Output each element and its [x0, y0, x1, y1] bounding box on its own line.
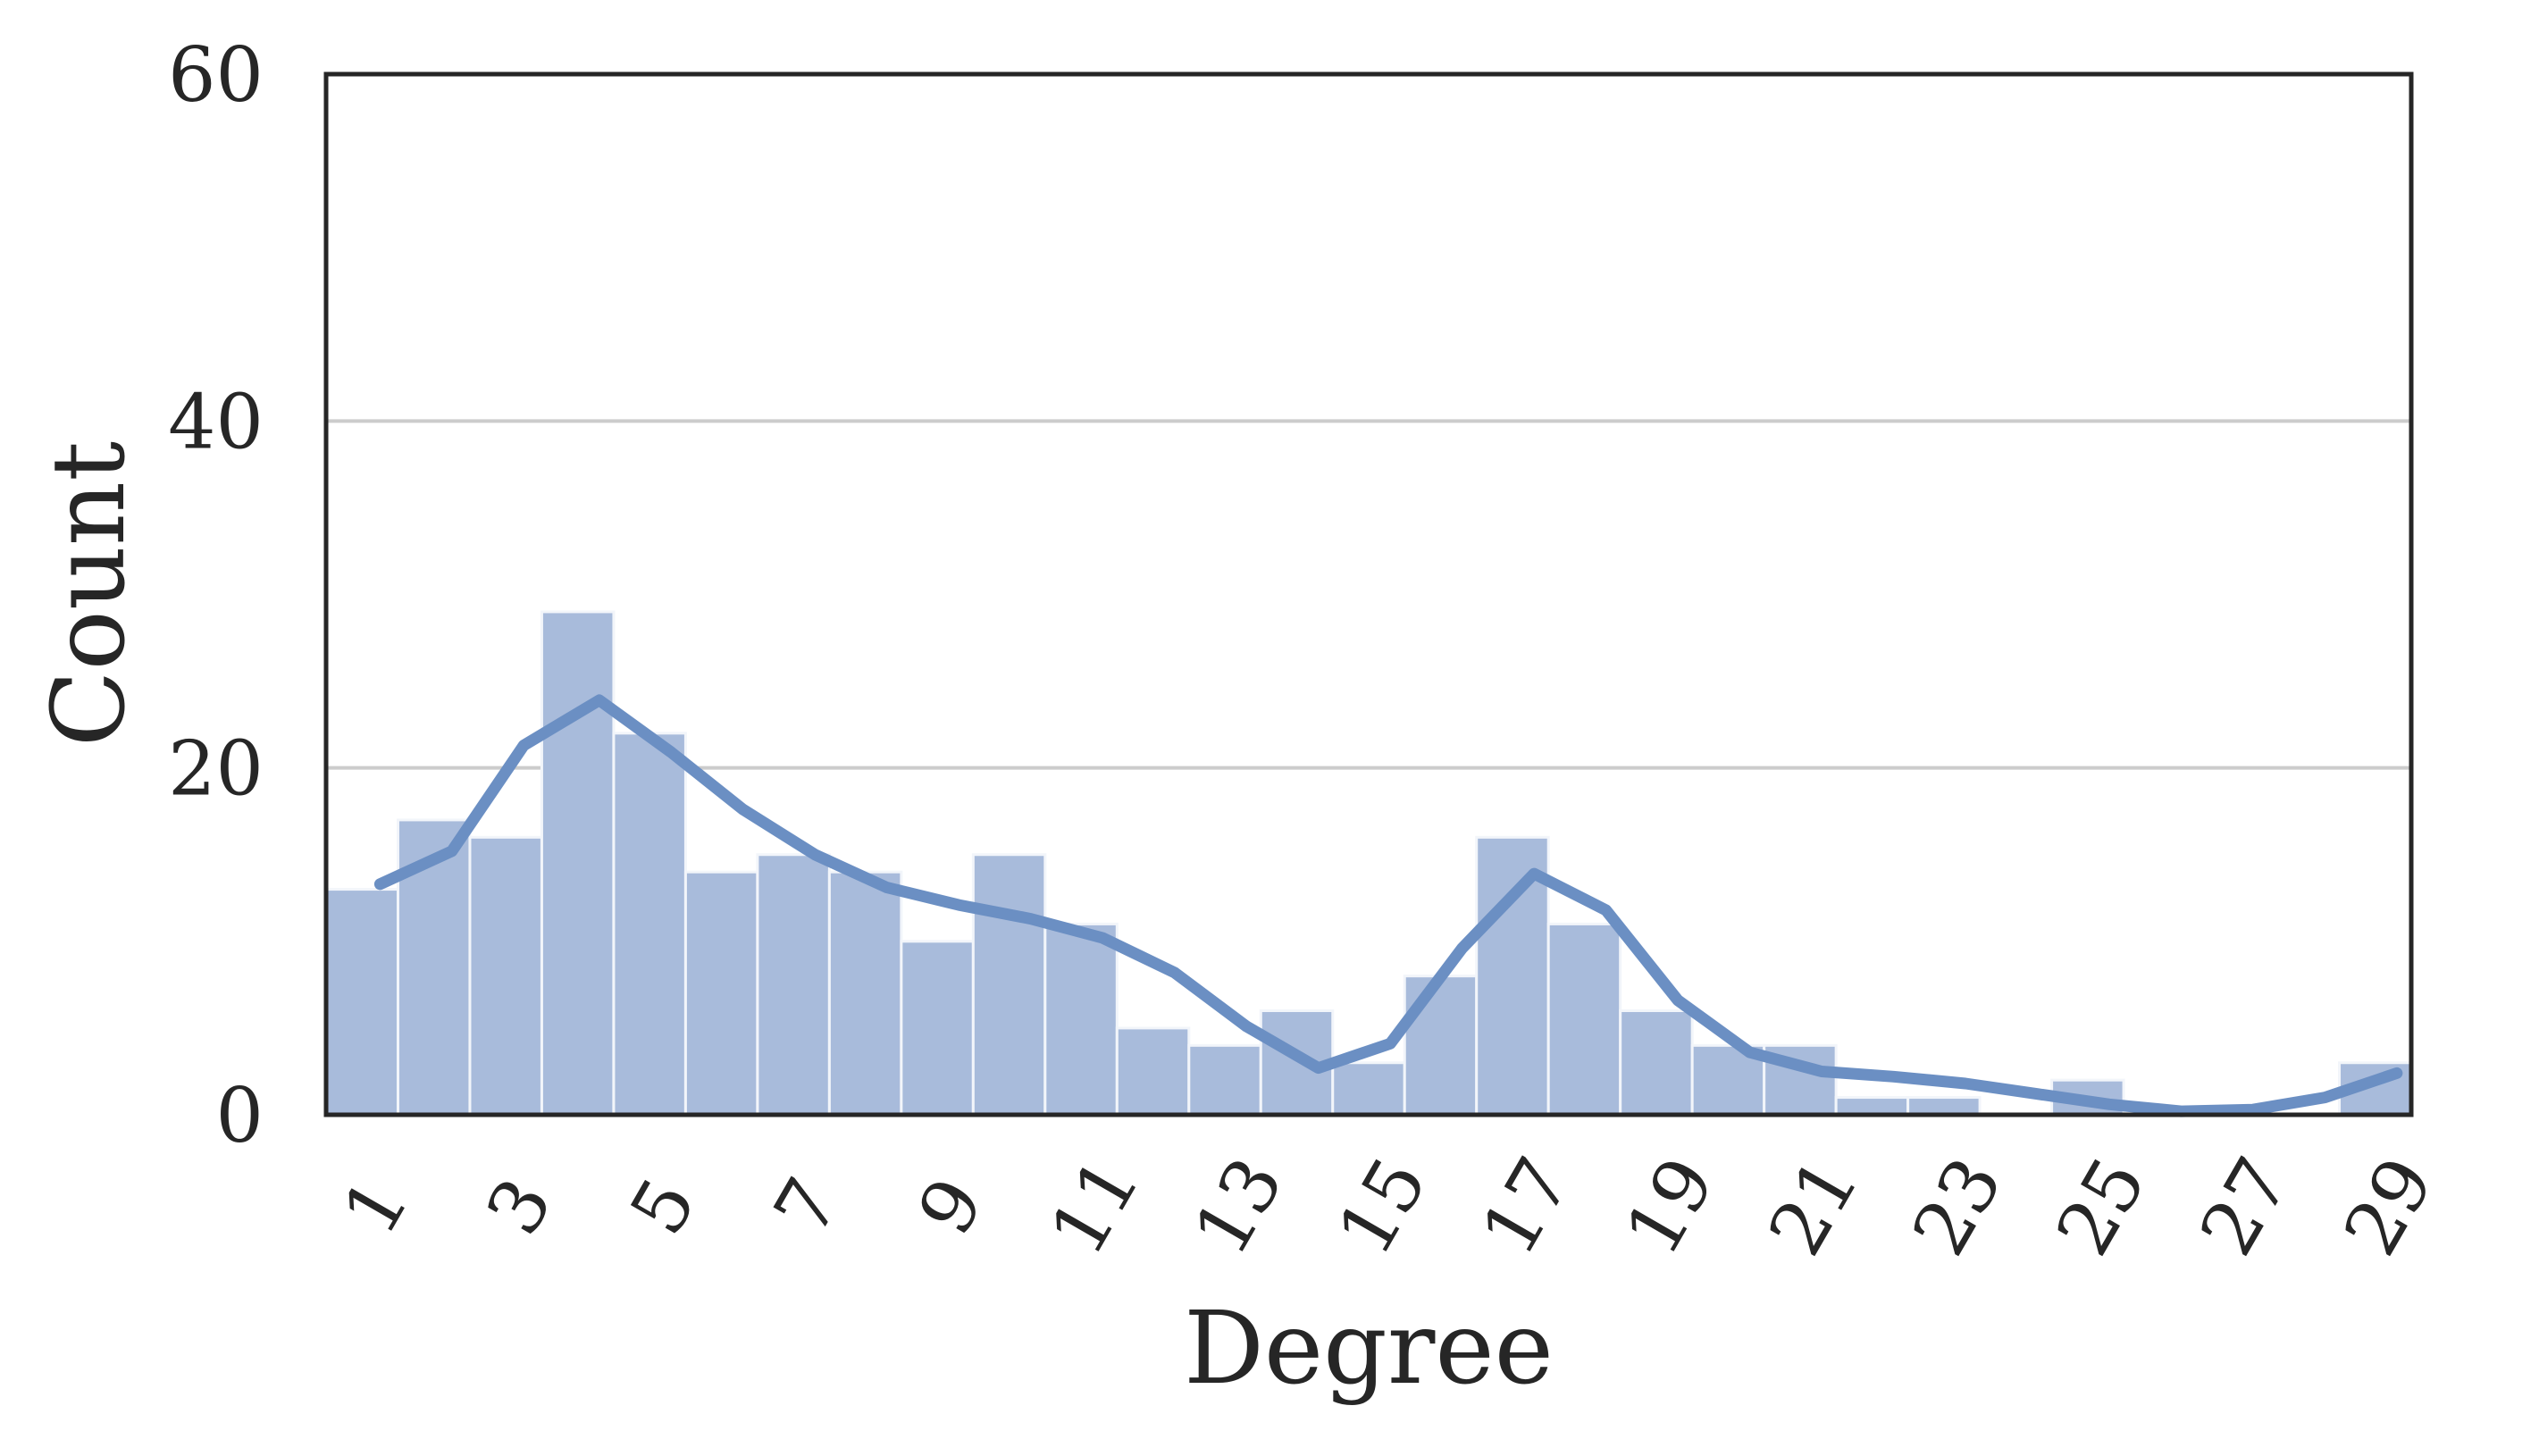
density-curve — [373, 694, 2403, 1117]
x-tick-11: 11 — [1033, 1143, 1156, 1270]
bar-degree-13 — [1187, 1043, 1262, 1117]
x-tick-9: 9 — [901, 1164, 1001, 1249]
bar-degree-20 — [1690, 1043, 1766, 1117]
bars — [324, 610, 2413, 1117]
bar-degree-5 — [612, 732, 687, 1117]
x-tick-21: 21 — [1752, 1143, 1875, 1270]
bar-degree-19 — [1619, 1009, 1694, 1117]
x-tick-19: 19 — [1608, 1143, 1731, 1270]
x-tick-29: 29 — [2327, 1143, 2451, 1270]
x-tick-25: 25 — [2040, 1143, 2163, 1270]
bar-degree-23 — [1906, 1096, 1982, 1117]
bar-degree-3 — [468, 835, 543, 1117]
density-line — [373, 694, 2403, 1117]
bar-degree-11 — [1043, 922, 1119, 1117]
bar-degree-9 — [900, 940, 975, 1117]
x-tick-3: 3 — [469, 1164, 569, 1249]
x-axis-label: Degree — [1184, 1291, 1554, 1407]
bar-degree-22 — [1834, 1096, 1910, 1117]
y-tick-20: 20 — [168, 725, 264, 813]
y-tick-40: 40 — [168, 378, 264, 465]
bar-degree-16 — [1403, 975, 1479, 1117]
grid-lines — [326, 419, 2411, 770]
y-tick-labels: 0 20 40 60 — [168, 31, 264, 1159]
bar-degree-18 — [1546, 922, 1622, 1117]
y-axis-label: Count — [31, 441, 147, 747]
plot-frame — [323, 71, 2414, 1117]
bar-degree-12 — [1115, 1026, 1191, 1117]
x-tick-13: 13 — [1177, 1143, 1300, 1270]
bar-degree-15 — [1331, 1061, 1406, 1117]
bar-degree-10 — [971, 853, 1047, 1117]
x-tick-17: 17 — [1464, 1143, 1588, 1270]
y-tick-0: 0 — [216, 1072, 264, 1159]
y-tick-60: 60 — [168, 31, 264, 119]
x-tick-labels: 1 3 5 7 9 11 13 15 17 19 21 23 25 27 29 — [326, 1143, 2451, 1270]
x-tick-15: 15 — [1320, 1143, 1444, 1270]
bar-degree-8 — [827, 870, 903, 1117]
x-tick-1: 1 — [326, 1164, 426, 1249]
x-tick-27: 27 — [2183, 1143, 2307, 1270]
bar-degree-7 — [756, 853, 831, 1117]
bar-degree-4 — [540, 610, 616, 1117]
bar-degree-17 — [1475, 835, 1550, 1117]
x-tick-23: 23 — [1896, 1143, 2019, 1270]
x-tick-5: 5 — [613, 1164, 713, 1249]
x-tick-7: 7 — [757, 1164, 857, 1249]
bar-degree-6 — [683, 870, 759, 1117]
bar-degree-1 — [324, 888, 399, 1117]
